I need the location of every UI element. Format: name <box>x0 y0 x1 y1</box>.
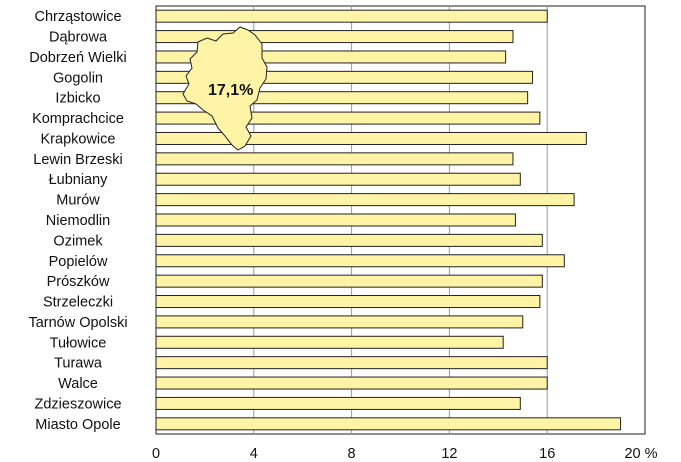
category-label: Miasto Opole <box>35 417 120 433</box>
category-label: Krapkowice <box>41 131 116 147</box>
category-label: Tułowice <box>50 335 107 351</box>
category-label: Strzeleczki <box>43 295 113 311</box>
category-label: Izbicko <box>55 91 100 107</box>
category-label: Gogolin <box>53 70 103 86</box>
x-tick-label: 16 <box>539 446 555 462</box>
bar <box>155 295 541 309</box>
category-label: Dąbrowa <box>49 30 108 46</box>
bar <box>155 233 543 247</box>
bar <box>155 254 565 268</box>
category-label: Ozimek <box>53 233 103 249</box>
category-labels: Chrząstowice Dąbrowa Dobrzeń Wielki Gogolin… <box>28 9 127 433</box>
region-map-shape <box>182 26 268 151</box>
category-label: Prószków <box>47 274 110 290</box>
category-label: Zdzieszowice <box>34 396 121 412</box>
x-tick-label: 4 <box>250 446 258 462</box>
x-tick-label: 12 <box>441 446 457 462</box>
bar <box>155 213 516 227</box>
category-label: Murów <box>56 193 100 209</box>
x-tick-label: 20 % <box>624 446 657 462</box>
bar <box>155 152 514 166</box>
category-label: Turawa <box>54 356 103 372</box>
bar <box>155 172 521 186</box>
bar <box>155 9 548 23</box>
category-label: Łubniany <box>49 172 109 188</box>
bar <box>155 417 622 431</box>
map-annotation: 17,1% <box>182 26 268 151</box>
bar <box>155 335 504 349</box>
bar <box>155 193 575 207</box>
category-label: Komprachcice <box>32 111 124 127</box>
bar <box>155 315 524 329</box>
bar <box>155 131 587 145</box>
category-label: Niemodlin <box>46 213 110 229</box>
x-tick-label: 8 <box>348 446 356 462</box>
category-label: Chrząstowice <box>34 9 121 25</box>
category-label: Walce <box>58 376 98 392</box>
bar <box>155 274 543 288</box>
bar <box>155 356 548 370</box>
annotation-text: 17,1% <box>208 82 253 99</box>
x-tick-labels: 0 4 8 12 16 20 % <box>152 446 658 462</box>
category-label: Lewin Brzeski <box>33 152 122 168</box>
category-label: Popielów <box>49 254 108 270</box>
category-label: Dobrzeń Wielki <box>29 50 127 66</box>
bar <box>155 396 521 410</box>
category-label: Tarnów Opolski <box>28 315 127 331</box>
x-tick-label: 0 <box>152 446 160 462</box>
bar <box>155 376 548 390</box>
